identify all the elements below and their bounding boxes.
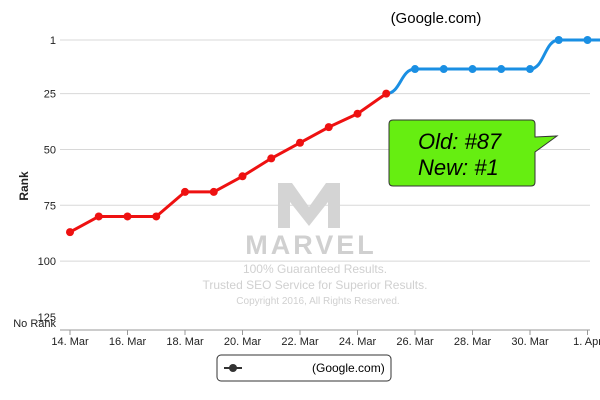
data-point (353, 109, 362, 118)
y-no-rank-label: No Rank (13, 318, 56, 330)
x-tick-label: 1. Apr (573, 336, 600, 348)
legend-series-name: (Google.com) (312, 361, 385, 375)
y-tick-label: 25 (44, 89, 56, 101)
data-point (66, 228, 74, 237)
y-tick-label: 50 (44, 144, 56, 156)
legend-swatch-marker (229, 364, 237, 372)
rank-change-callout: Old: #87 New: #1 (388, 119, 559, 187)
x-tick-label: 28. Mar (454, 336, 492, 348)
data-point (554, 36, 563, 44)
data-point (497, 65, 506, 74)
data-point (94, 212, 103, 221)
y-tick-label: 125 (38, 312, 56, 324)
y-tick-label: 1 (50, 35, 56, 47)
watermark-line2: Trusted SEO Service for Superior Results… (203, 278, 428, 292)
data-point (152, 212, 161, 221)
data-point (411, 65, 419, 74)
watermark: M MARVEL 100% Guaranteed Results. Truste… (203, 183, 428, 307)
data-point (267, 154, 276, 163)
callout-bubble (388, 119, 559, 187)
data-points (66, 36, 592, 237)
grid-lines (60, 39, 590, 331)
watermark-line3: Copyright 2016, All Rights Reserved. (236, 296, 399, 307)
watermark-logo-icon (278, 183, 340, 228)
data-point (583, 36, 592, 44)
data-point (439, 65, 448, 74)
y-tick-label: 75 (44, 200, 56, 212)
watermark-brand: MARVEL (245, 230, 377, 260)
data-point (238, 172, 247, 181)
callout-new-rank: New: #1 (418, 155, 499, 180)
legend-box (216, 354, 392, 382)
legend: (Google.com) (216, 354, 392, 382)
x-tick-labels: 14. Mar 16. Mar 18. Mar 20. Mar 22. Mar 24. M… (51, 330, 600, 348)
data-point (296, 138, 304, 147)
x-tick-label: 30. Mar (511, 336, 549, 348)
data-point (181, 187, 189, 196)
data-point (526, 65, 534, 74)
data-point (382, 89, 391, 98)
y-axis-label: Rank (17, 171, 31, 201)
chart-title: (Google.com) (391, 10, 482, 27)
x-tick-label: 26. Mar (396, 336, 434, 348)
data-point (123, 212, 132, 221)
x-tick-label: 16. Mar (109, 336, 147, 348)
x-tick-label: 14. Mar (51, 336, 89, 348)
x-tick-label: 18. Mar (166, 336, 204, 348)
series-line-rising (69, 92, 388, 234)
callout-old-rank: Old: #87 (418, 129, 502, 154)
data-point (209, 187, 218, 196)
x-tick-label: 22. Mar (281, 336, 319, 348)
data-point (324, 123, 333, 132)
x-tick-label: 20. Mar (224, 336, 262, 348)
data-point (468, 65, 477, 74)
axis-labels: (Google.com) Rank (17, 10, 481, 201)
x-tick-label: 24. Mar (339, 336, 377, 348)
watermark-line1: 100% Guaranteed Results. (243, 262, 387, 276)
y-tick-label: 100 (38, 256, 56, 268)
